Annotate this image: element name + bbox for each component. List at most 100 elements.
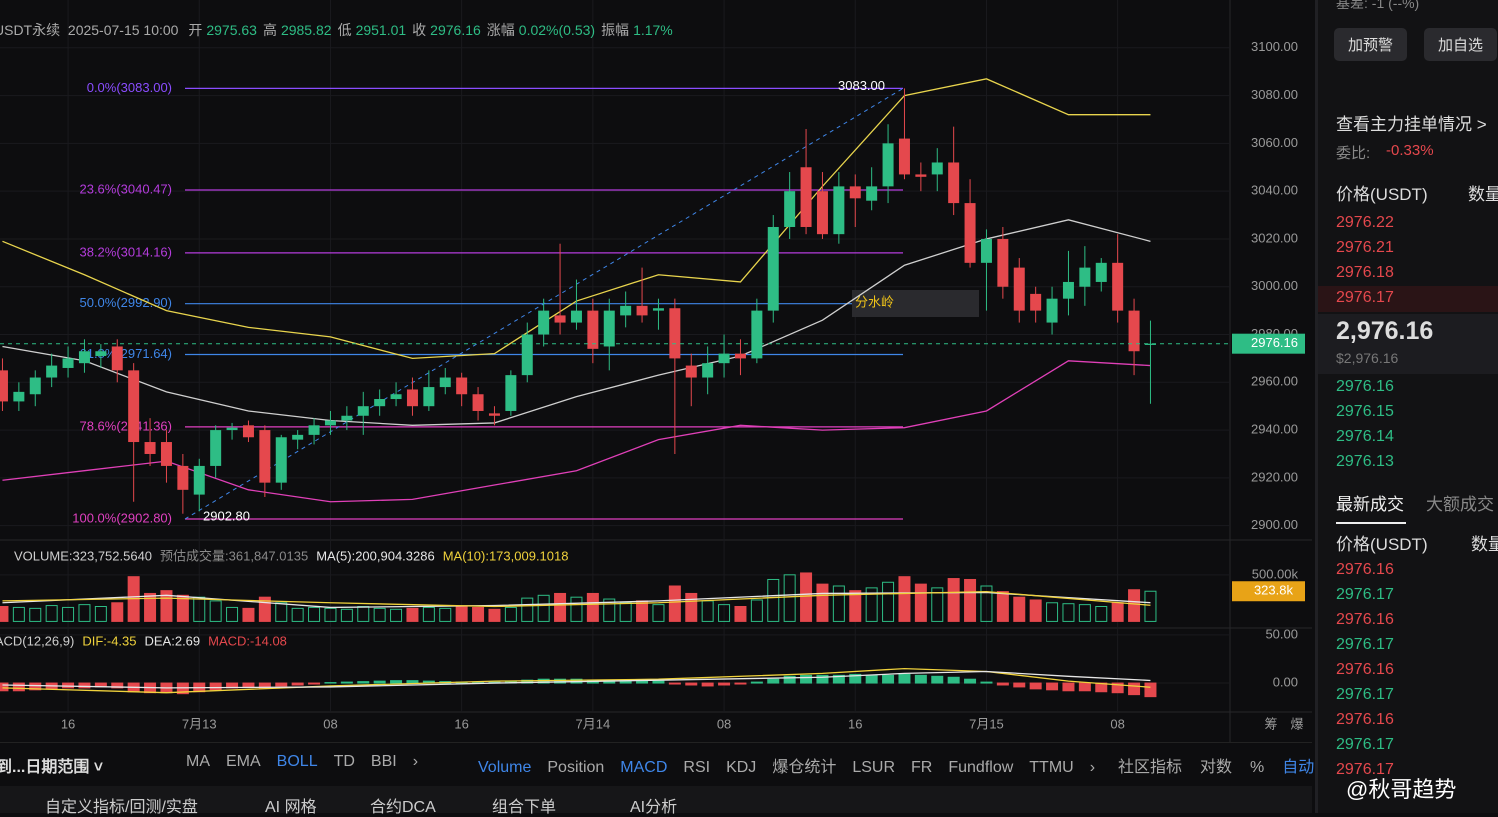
stat-value: 0.02%(0.53) (518, 22, 596, 38)
indicator-button[interactable]: 爆仓统计 (772, 759, 837, 776)
toolbar-item[interactable]: 社区指标 (1118, 759, 1183, 776)
candle-body (587, 310, 599, 349)
indicator-button[interactable]: LSUR (852, 759, 896, 776)
bar (242, 682, 255, 688)
candle-body (62, 358, 74, 368)
panel-text: 2976.17 (1336, 289, 1394, 306)
bottom-tab[interactable]: 组合下单 (492, 799, 557, 816)
button[interactable]: 加自选 (1424, 28, 1498, 61)
indicator-button[interactable]: EMA (226, 753, 261, 770)
bar (94, 606, 107, 622)
indicator-button[interactable]: MA (186, 753, 210, 770)
toolbar-item[interactable]: % (1250, 759, 1265, 776)
toolbar-item[interactable]: 对数 (1200, 759, 1233, 776)
candle-body (292, 434, 304, 440)
indicator-button[interactable]: TTMU (1029, 759, 1074, 776)
bottom-tab[interactable]: AI 网格 (265, 799, 317, 816)
panel-text: 2976.13 (1336, 453, 1394, 470)
candle-body (521, 334, 533, 376)
candle-body (177, 465, 189, 490)
last-volume-label: 323.8k (1254, 583, 1294, 598)
tab[interactable]: 最新成交 (1336, 495, 1404, 514)
toolbar-item[interactable]: 自动 (1282, 759, 1315, 776)
bar (160, 590, 173, 622)
bar (12, 606, 25, 622)
indicator-button[interactable]: KDJ (726, 759, 757, 776)
bar (996, 682, 1009, 686)
bar (964, 678, 977, 684)
bar (78, 682, 91, 689)
bar (1062, 603, 1075, 622)
bar (947, 676, 960, 684)
link[interactable]: 查看主力挂单情况 > (1336, 115, 1487, 134)
candle-body (505, 375, 517, 411)
bottom-tab[interactable]: AI分析 (630, 799, 678, 816)
candle-body (472, 394, 484, 411)
indicator-button[interactable]: MACD (620, 759, 668, 776)
indicator-button[interactable]: RSI (683, 759, 711, 776)
candle-body (324, 420, 336, 426)
bar (816, 583, 829, 622)
candle-body (1030, 293, 1042, 311)
y-tick-label: 3060.00 (1251, 135, 1298, 150)
indicator-button[interactable]: › (412, 753, 419, 770)
x-tick-label: 16 (61, 716, 75, 731)
bar (1013, 596, 1026, 622)
legend-entry: 预估成交量:361,847.0135 (160, 548, 308, 563)
indicator-button[interactable]: › (1089, 759, 1096, 776)
candle-body (800, 167, 812, 227)
indicator-button[interactable]: FR (911, 759, 933, 776)
bottom-tab[interactable]: 自定义指标/回测/实盘 (45, 799, 198, 816)
candle-body (997, 238, 1009, 287)
indicator-button[interactable]: TD (333, 753, 355, 770)
bar (1095, 606, 1108, 622)
bar (685, 592, 698, 622)
indicator-button[interactable]: Fundflow (948, 759, 1014, 776)
stat-label: 涨幅 (486, 22, 515, 38)
candle-body (439, 377, 451, 388)
toolbar-item[interactable]: 到... (0, 759, 26, 776)
fib-label: 38.2%(3014.16) (79, 244, 172, 259)
panel-text: 2976.15 (1336, 403, 1394, 420)
tab[interactable]: 大额成交 (1426, 495, 1494, 514)
bar (898, 576, 911, 622)
tab-underline (1336, 522, 1406, 524)
toolbar-item[interactable]: 日期范围 ˅ (25, 759, 104, 776)
candle-body (242, 425, 254, 438)
panel-text: 基差: -1 (--%) (1336, 0, 1420, 11)
candle-body (1079, 267, 1091, 287)
bar (1128, 589, 1141, 622)
button[interactable]: 加预警 (1334, 28, 1408, 61)
indicator-button[interactable]: Volume (478, 759, 532, 776)
bar (422, 606, 435, 622)
side-panel: 基差: -1 (--%) 加预警 加自选 查看主力挂单情况 > 委比: -0.33% 价格(… (1315, 0, 1498, 813)
indicator-line (2, 219, 1151, 426)
bottom-tab[interactable]: 合约DCA (370, 799, 436, 816)
indicator-button[interactable]: BBI (370, 753, 397, 770)
candle-body (882, 143, 894, 187)
candle-body (29, 377, 41, 395)
bar (1029, 599, 1042, 622)
bar (209, 682, 222, 691)
bar (324, 607, 337, 622)
legend-entry: DIF:-4.35 (82, 633, 136, 648)
indicator-button[interactable]: Position (547, 759, 605, 776)
candle-body (784, 191, 796, 227)
candle-body (931, 162, 943, 175)
bar (504, 606, 517, 622)
bar (767, 578, 780, 622)
panel-text: 2976.16 (1336, 661, 1394, 678)
panel-text: 2976.16 (1336, 611, 1394, 628)
panel-text: 价格(USDT) (1336, 185, 1428, 204)
indicator-button[interactable]: BOLL (276, 753, 318, 770)
bar (340, 608, 353, 622)
bar (586, 592, 599, 622)
candle-body (78, 351, 90, 364)
bar (1029, 682, 1042, 690)
bar (291, 682, 304, 686)
candle-body (816, 191, 828, 235)
y-tick-label: 500.00k (1252, 566, 1299, 581)
candle-body (603, 310, 615, 347)
bar (308, 606, 321, 622)
candle-body (669, 308, 681, 359)
